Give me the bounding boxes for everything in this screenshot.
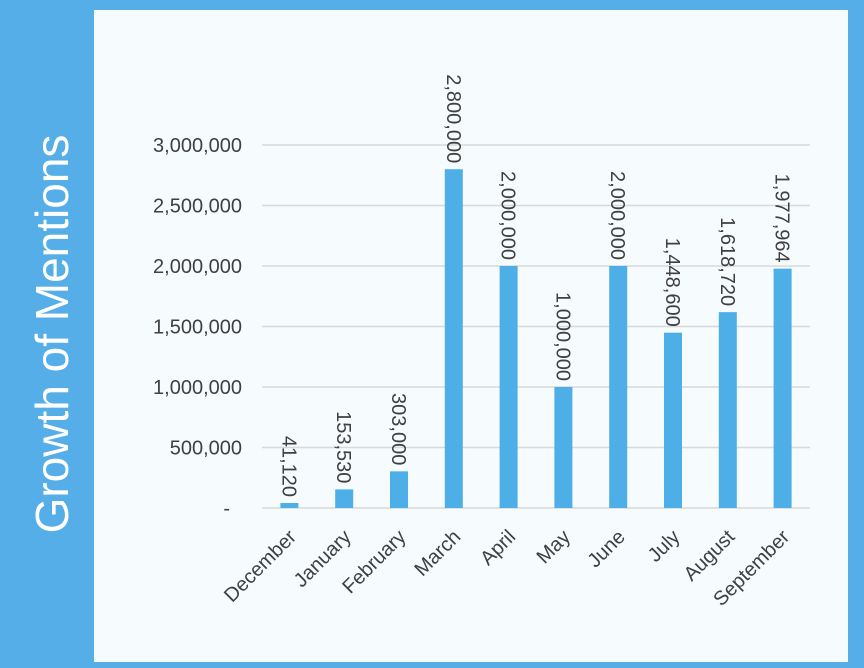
bar: [609, 266, 628, 508]
category-label: December: [220, 526, 301, 607]
y-tick-label: 1,000,000: [153, 377, 242, 399]
title-band: Growth of Mentions: [0, 0, 94, 668]
data-label: 1,000,000: [551, 292, 573, 381]
bar: [499, 266, 518, 508]
y-tick-label: 2,500,000: [153, 196, 242, 218]
category-label: May: [533, 526, 575, 568]
data-label: 2,000,000: [497, 171, 519, 260]
data-label: 153,530: [332, 411, 354, 483]
bar: [280, 503, 299, 508]
data-label: 41,120: [277, 436, 299, 497]
data-label: 2,000,000: [606, 171, 628, 260]
bar: [335, 489, 354, 508]
bar: [773, 268, 792, 508]
data-label: 1,448,600: [661, 238, 683, 327]
y-tick-label: 500,000: [170, 438, 242, 460]
data-label: 1,618,720: [716, 217, 738, 306]
category-label: April: [476, 526, 520, 570]
category-label: July: [644, 526, 685, 567]
y-tick-label: -: [223, 498, 230, 520]
y-tick-label: 3,000,000: [153, 135, 242, 157]
y-tick-label: 2,000,000: [153, 256, 242, 278]
y-tick-label: 1,500,000: [153, 317, 242, 339]
bar: [554, 387, 573, 508]
data-label: 2,800,000: [442, 74, 464, 163]
data-label: 303,000: [387, 393, 409, 465]
category-label: June: [584, 526, 630, 572]
bar: [664, 332, 682, 508]
bar: [444, 169, 463, 508]
bar: [718, 312, 737, 508]
data-label: 1,977,964: [771, 174, 793, 263]
category-label: March: [410, 526, 465, 581]
bar: [390, 471, 408, 508]
